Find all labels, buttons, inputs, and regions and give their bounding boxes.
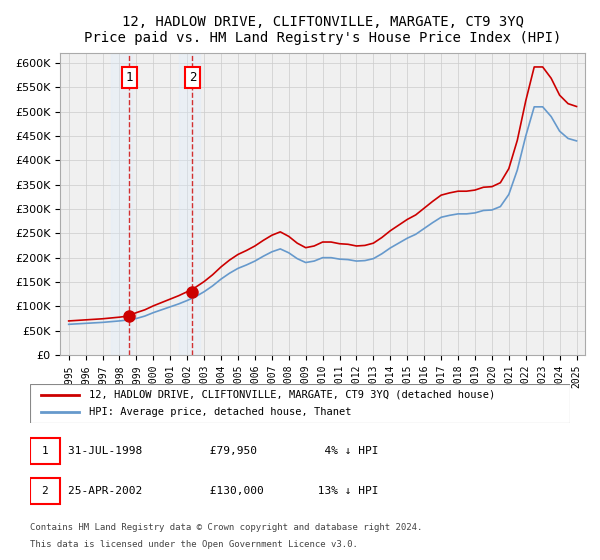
Text: 12, HADLOW DRIVE, CLIFTONVILLE, MARGATE, CT9 3YQ (detached house): 12, HADLOW DRIVE, CLIFTONVILLE, MARGATE,…	[89, 390, 496, 400]
Text: HPI: Average price, detached house, Thanet: HPI: Average price, detached house, Than…	[89, 407, 352, 417]
Title: 12, HADLOW DRIVE, CLIFTONVILLE, MARGATE, CT9 3YQ
Price paid vs. HM Land Registry: 12, HADLOW DRIVE, CLIFTONVILLE, MARGATE,…	[84, 15, 561, 45]
FancyBboxPatch shape	[30, 478, 60, 504]
FancyBboxPatch shape	[30, 384, 570, 423]
Text: This data is licensed under the Open Government Licence v3.0.: This data is licensed under the Open Gov…	[30, 540, 358, 549]
FancyBboxPatch shape	[30, 438, 60, 464]
Text: Contains HM Land Registry data © Crown copyright and database right 2024.: Contains HM Land Registry data © Crown c…	[30, 523, 422, 532]
Text: 1: 1	[125, 71, 133, 84]
Text: 2: 2	[188, 71, 196, 84]
Text: 2: 2	[41, 486, 48, 496]
Bar	[111, 53, 132, 355]
Text: 1: 1	[41, 446, 48, 456]
Text: 31-JUL-1998          £79,950          4% ↓ HPI: 31-JUL-1998 £79,950 4% ↓ HPI	[68, 446, 379, 456]
Text: 25-APR-2002          £130,000        13% ↓ HPI: 25-APR-2002 £130,000 13% ↓ HPI	[68, 486, 379, 496]
Bar	[179, 53, 200, 355]
